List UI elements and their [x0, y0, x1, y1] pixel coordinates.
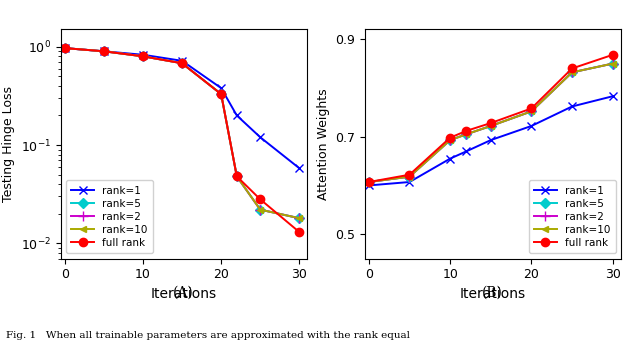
rank=10	[463, 132, 470, 136]
full rank	[446, 136, 454, 140]
full rank	[609, 53, 616, 57]
rank=10	[233, 174, 241, 178]
rank=1	[218, 86, 225, 90]
full rank	[568, 66, 576, 70]
Legend: rank=1, rank=5, rank=2, rank=10, full rank: rank=1, rank=5, rank=2, rank=10, full ra…	[66, 180, 153, 253]
rank=2	[568, 70, 576, 75]
Y-axis label: Attention Weights: Attention Weights	[317, 88, 330, 200]
rank=2	[609, 61, 616, 66]
rank=1	[446, 156, 454, 161]
rank=5	[406, 175, 413, 179]
rank=10	[406, 175, 413, 179]
rank=2	[139, 54, 147, 58]
rank=10	[139, 54, 147, 58]
rank=5	[61, 46, 68, 50]
full rank	[365, 180, 372, 184]
X-axis label: Iterations: Iterations	[460, 287, 526, 301]
rank=10	[568, 70, 576, 75]
rank=10	[296, 216, 303, 220]
rank=2	[178, 61, 186, 65]
rank=10	[61, 46, 68, 50]
rank=5	[100, 49, 108, 53]
Legend: rank=1, rank=5, rank=2, rank=10, full rank: rank=1, rank=5, rank=2, rank=10, full ra…	[529, 180, 616, 253]
full rank	[406, 172, 413, 177]
rank=1	[257, 135, 264, 139]
rank=5	[257, 208, 264, 212]
full rank	[233, 174, 241, 178]
rank=5	[139, 54, 147, 58]
rank=1	[296, 166, 303, 170]
Line: rank=2: rank=2	[60, 43, 304, 223]
rank=2	[296, 216, 303, 220]
rank=10	[527, 109, 535, 113]
Text: Fig. 1   When all trainable parameters are approximated with the rank equal: Fig. 1 When all trainable parameters are…	[6, 331, 410, 340]
rank=2	[527, 109, 535, 113]
rank=10	[100, 49, 108, 53]
rank=1	[365, 183, 372, 187]
rank=1	[139, 53, 147, 57]
rank=2	[257, 208, 264, 212]
full rank	[61, 46, 68, 50]
rank=2	[61, 46, 68, 50]
rank=10	[365, 180, 372, 184]
full rank	[257, 197, 264, 202]
rank=5	[568, 70, 576, 75]
rank=5	[527, 109, 535, 113]
rank=1	[609, 94, 616, 98]
rank=1	[233, 113, 241, 118]
Line: rank=1: rank=1	[365, 92, 617, 189]
rank=5	[609, 61, 616, 66]
rank=5	[487, 124, 495, 128]
full rank	[463, 129, 470, 133]
Line: rank=10: rank=10	[61, 45, 303, 222]
X-axis label: Iterations: Iterations	[151, 287, 217, 301]
rank=10	[178, 61, 186, 65]
full rank	[100, 49, 108, 53]
full rank	[487, 121, 495, 125]
rank=2	[365, 180, 372, 184]
Line: full rank: full rank	[61, 44, 303, 236]
Line: rank=1: rank=1	[61, 44, 303, 172]
rank=1	[406, 180, 413, 184]
Line: rank=5: rank=5	[61, 45, 303, 222]
rank=5	[233, 174, 241, 178]
Line: rank=5: rank=5	[365, 60, 616, 186]
rank=2	[406, 175, 413, 179]
rank=1	[568, 104, 576, 109]
full rank	[178, 61, 186, 65]
rank=1	[100, 49, 108, 53]
rank=10	[446, 138, 454, 142]
full rank	[527, 106, 535, 110]
full rank	[139, 54, 147, 58]
rank=2	[100, 49, 108, 53]
Text: (A): (A)	[173, 286, 194, 300]
Text: (B): (B)	[483, 286, 503, 300]
rank=5	[178, 61, 186, 65]
Line: rank=10: rank=10	[365, 60, 616, 186]
rank=10	[257, 208, 264, 212]
full rank	[218, 92, 225, 96]
full rank	[296, 230, 303, 234]
rank=1	[61, 46, 68, 50]
Line: full rank: full rank	[365, 51, 617, 186]
rank=1	[487, 138, 495, 142]
rank=2	[463, 132, 470, 136]
rank=10	[487, 124, 495, 128]
Y-axis label: Testing Hinge Loss: Testing Hinge Loss	[3, 86, 15, 202]
rank=1	[178, 59, 186, 63]
rank=2	[218, 92, 225, 96]
rank=5	[463, 132, 470, 136]
rank=1	[463, 149, 470, 153]
rank=5	[296, 216, 303, 220]
rank=2	[233, 174, 241, 178]
rank=1	[527, 124, 535, 128]
rank=5	[218, 92, 225, 96]
rank=2	[487, 124, 495, 128]
rank=10	[609, 61, 616, 66]
rank=5	[365, 180, 372, 184]
rank=5	[446, 138, 454, 142]
Line: rank=2: rank=2	[364, 59, 618, 187]
rank=10	[218, 92, 225, 96]
rank=2	[446, 138, 454, 142]
